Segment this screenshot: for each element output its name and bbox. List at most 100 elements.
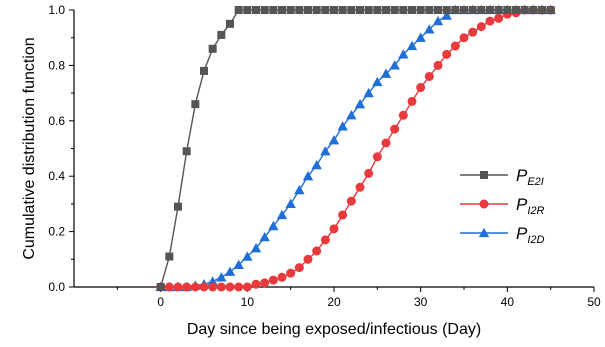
data-point [434, 6, 442, 14]
data-point [415, 32, 426, 42]
data-point [294, 184, 305, 195]
data-point [312, 246, 322, 256]
data-point [424, 71, 434, 81]
series-line [160, 9, 551, 288]
data-point [442, 6, 451, 14]
data-point [380, 68, 392, 78]
data-point [425, 6, 434, 14]
data-point [208, 44, 217, 53]
data-point [216, 272, 227, 282]
data-point [208, 282, 218, 292]
data-point [216, 282, 226, 292]
x-tick-label: 0 [157, 295, 164, 309]
data-point [277, 272, 287, 282]
data-point [450, 41, 460, 51]
data-point [268, 275, 278, 285]
data-point [398, 110, 408, 120]
y-tick-label: 0.2 [48, 225, 65, 239]
data-point [460, 6, 468, 14]
data-point [174, 202, 182, 211]
legend-label: PI2R [516, 195, 545, 217]
data-point [424, 24, 435, 34]
data-point [338, 210, 348, 220]
data-point [451, 6, 460, 14]
data-point [364, 6, 373, 14]
data-point [494, 13, 504, 23]
x-tick-label: 40 [501, 295, 515, 309]
data-point [286, 6, 295, 14]
data-point [259, 231, 270, 242]
data-point [329, 224, 339, 234]
data-point [486, 6, 494, 14]
data-point [294, 263, 304, 273]
data-point [416, 6, 425, 14]
data-point [191, 100, 200, 109]
legend-marker [479, 199, 489, 209]
legend-label-sub: I2R [527, 205, 544, 217]
data-point [286, 268, 296, 278]
data-point [269, 6, 278, 14]
data-point [355, 182, 365, 192]
data-point [512, 6, 520, 14]
data-point [295, 6, 304, 14]
data-point [347, 6, 356, 14]
data-point [225, 282, 235, 292]
legend-marker [478, 227, 490, 238]
data-point [529, 6, 538, 14]
data-point [252, 6, 260, 14]
data-point [182, 147, 191, 156]
y-tick-label: 0.0 [48, 280, 65, 294]
data-point [285, 198, 296, 209]
data-point [503, 6, 512, 14]
data-point [433, 60, 443, 70]
data-point [520, 6, 529, 14]
data-point [406, 40, 418, 51]
y-tick-label: 0.8 [48, 58, 65, 72]
data-point [381, 138, 391, 148]
data-point [373, 6, 382, 14]
data-point [364, 168, 374, 178]
legend-item-e2i: PE2I [460, 166, 544, 188]
data-point [476, 22, 486, 32]
data-point [260, 278, 270, 288]
data-point [164, 282, 174, 292]
legend-label-main: P [516, 224, 528, 243]
x-tick-label: 50 [587, 295, 601, 309]
data-point [226, 19, 234, 28]
data-point [363, 87, 374, 98]
data-point [328, 134, 340, 145]
y-axis-ticks: 0.0 0.2 0.4 0.6 0.8 1.0 [48, 3, 74, 294]
data-point [546, 6, 555, 14]
data-point [320, 146, 331, 156]
legend-marker [480, 171, 488, 179]
data-point [389, 60, 400, 70]
x-tick-label: 20 [327, 295, 341, 309]
data-point [234, 6, 243, 14]
y-tick-label: 1.0 [48, 3, 65, 17]
data-point [217, 30, 226, 39]
data-point [320, 235, 330, 245]
data-point [303, 254, 313, 264]
data-point [165, 252, 174, 261]
data-point [243, 6, 252, 14]
legend-label-sub: E2I [527, 176, 544, 188]
data-point [242, 282, 252, 292]
series-e2i [156, 6, 555, 291]
data-point [338, 6, 347, 14]
data-point [416, 83, 426, 93]
data-point [468, 27, 478, 37]
data-point [224, 266, 236, 276]
data-point [268, 220, 279, 231]
data-point [242, 251, 253, 261]
data-point [372, 76, 383, 87]
data-point [372, 152, 382, 162]
data-point [251, 279, 261, 289]
data-point [304, 6, 312, 14]
legend-label-main: P [516, 166, 528, 185]
data-point [156, 283, 165, 291]
data-point [302, 171, 314, 181]
data-point [441, 10, 452, 20]
